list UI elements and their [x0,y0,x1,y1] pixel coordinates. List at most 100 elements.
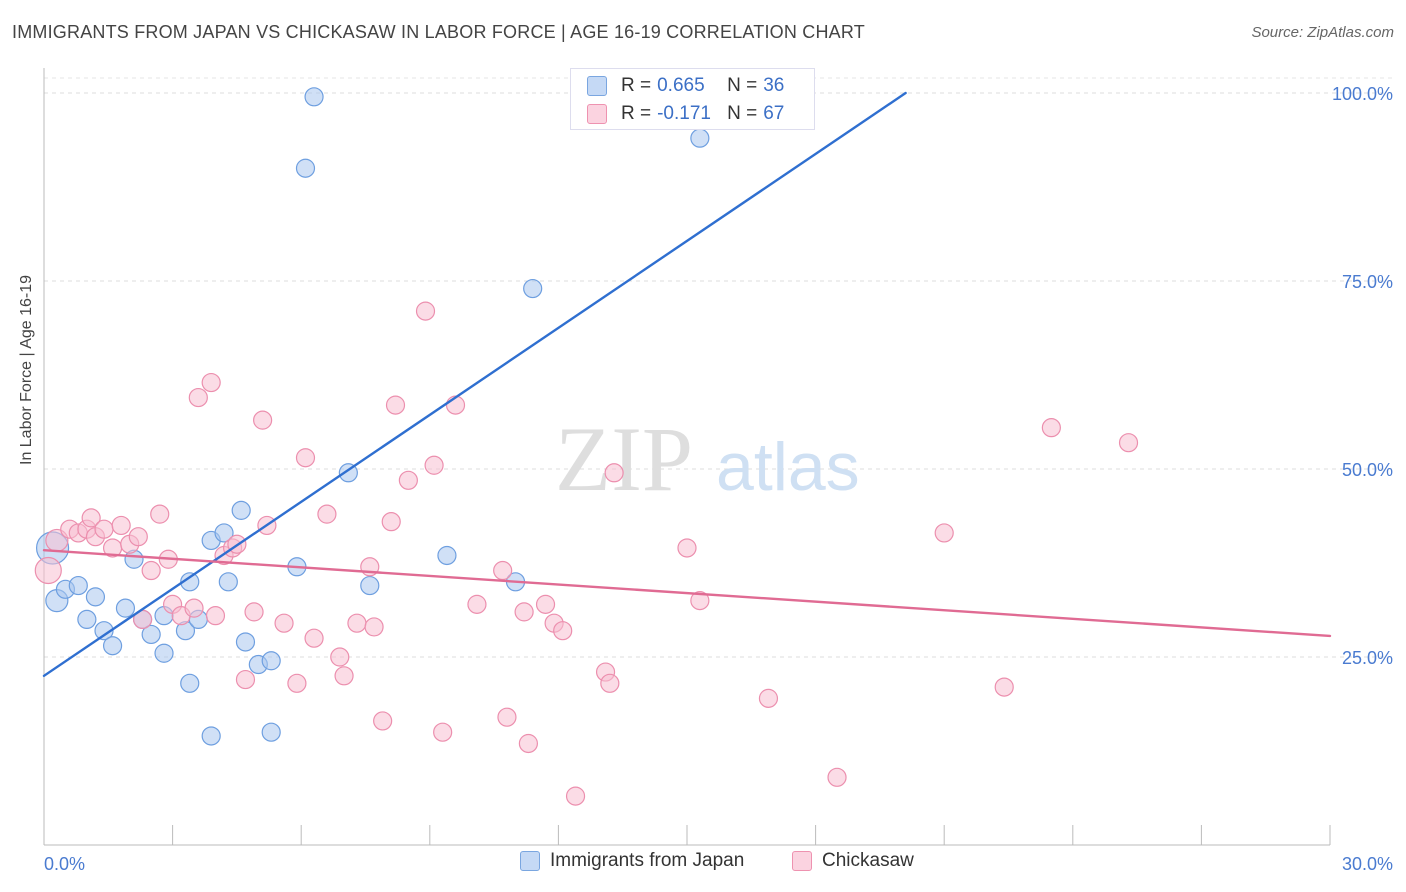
series-1-point-58 [604,463,624,483]
series-1-point-30 [287,673,307,693]
series-1-point-54 [553,621,573,641]
chickasaw-n-value: 67 [763,103,785,124]
series-0-point-21 [218,572,238,592]
series-0-point-8 [115,598,136,618]
series-1-point-55 [565,786,586,806]
series-1-point-64 [994,677,1014,697]
series-1-point-21 [205,606,226,626]
series-0-trend-line [42,91,907,678]
stats-row-japan: R = 0.665 N = 36 [587,75,784,97]
series-1-point-31 [295,448,316,468]
series-0-point-7 [102,636,123,656]
chickasaw-r-label: R = [621,103,652,124]
series-1-point-35 [334,666,354,686]
japan-swatch [587,76,607,96]
series-1-point-65 [1041,418,1061,438]
legend-chickasaw-label: Chickasaw [822,850,914,871]
x-tick-label-1: 30.0% [1342,854,1393,874]
stats-legend: R = 0.665 N = 36 R = -0.171 N = 67 [570,68,815,130]
series-0-points [35,87,710,746]
series-1-point-0 [34,556,62,585]
series-1-point-20 [201,372,221,393]
y-tick-label-3: 100.0% [1332,84,1393,104]
series-1-point-47 [467,594,487,614]
series-1-point-66 [1118,433,1139,453]
series-1-point-52 [535,594,556,614]
watermark-atlas: atlas [716,429,860,505]
y-tick-label-2: 75.0% [1342,272,1393,292]
series-1-point-18 [184,598,204,618]
series-1-point-13 [141,560,161,581]
japan-r-value: 0.665 [657,75,705,96]
series-1-point-44 [424,455,444,475]
series-legend: Immigrants from Japan Chickasaw [0,850,1406,880]
series-1-point-34 [330,647,350,667]
stats-row-chickasaw: R = -0.171 N = 67 [587,103,784,125]
series-0-point-26 [261,722,281,742]
axes [43,68,1331,846]
trend-lines [42,91,1332,678]
series-1-point-14 [150,504,170,524]
legend-japan-swatch [520,851,540,871]
y-tick-label-0: 25.0% [1342,648,1393,668]
chickasaw-n-label: N = [727,103,758,124]
series-1-point-9 [111,515,131,536]
japan-r-label: R = [621,75,652,96]
series-1-point-29 [274,613,294,633]
grid-lines [44,77,1392,658]
legend-japan-label: Immigrants from Japan [550,850,745,871]
series-0-point-4 [77,609,97,630]
series-0-point-3 [68,575,88,596]
series-0-point-25 [261,651,281,671]
series-1-point-51 [518,733,538,754]
watermark: ZIP atlas [555,408,860,510]
series-1-point-36 [347,613,367,633]
data-points [34,87,1139,806]
series-1-point-59 [677,538,697,558]
series-1-point-26 [244,602,264,622]
chart-title: IMMIGRANTS FROM JAPAN VS CHICKASAW IN LA… [12,22,865,42]
japan-n-label: N = [727,75,758,96]
series-1-point-19 [188,387,208,408]
series-1-point-33 [317,504,337,524]
series-1-trend-line [42,549,1332,638]
watermark-zip: ZIP [555,408,693,510]
series-1-point-5 [81,508,101,528]
series-1-point-25 [235,669,256,690]
series-0-point-35 [690,128,710,148]
series-0-point-31 [360,575,380,596]
series-0-point-6 [94,621,114,641]
series-1-points [34,301,1139,806]
series-1-point-62 [827,767,847,787]
series-0-point-28 [295,158,316,178]
series-0-point-15 [180,673,200,693]
series-1-point-39 [373,711,393,731]
series-1-point-45 [433,722,453,742]
y-tick-label-1: 50.0% [1342,460,1393,480]
series-0-point-11 [141,624,161,645]
series-1-point-7 [94,519,114,539]
series-1-point-11 [128,527,148,547]
series-0-point-23 [235,632,256,652]
series-1-point-43 [415,301,436,321]
y-axis-label: In Labor Force | Age 16-19 [18,274,35,465]
series-0-point-18 [201,726,221,746]
series-1-point-50 [514,602,534,622]
series-0-point-12 [154,643,174,663]
legend-item-chickasaw[interactable]: Chickasaw [792,850,914,872]
series-1-point-42 [398,470,418,490]
legend-item-japan[interactable]: Immigrants from Japan [520,850,744,872]
series-1-point-61 [758,688,779,708]
series-1-point-27 [253,410,273,430]
series-0-point-34 [523,278,543,299]
series-1-point-57 [600,673,620,693]
series-1-point-48 [493,560,513,581]
source-credit: Source: ZipAtlas.com [1251,24,1394,41]
legend-chickasaw-swatch [792,851,812,871]
series-0-point-32 [437,545,457,566]
chickasaw-r-value: -0.171 [657,103,711,124]
tick-labels: 25.0% 50.0% 75.0% 100.0% 0.0% 30.0% [44,84,1393,874]
series-0-point-29 [304,87,324,107]
chickasaw-swatch [587,104,607,124]
series-1-point-38 [364,617,384,637]
